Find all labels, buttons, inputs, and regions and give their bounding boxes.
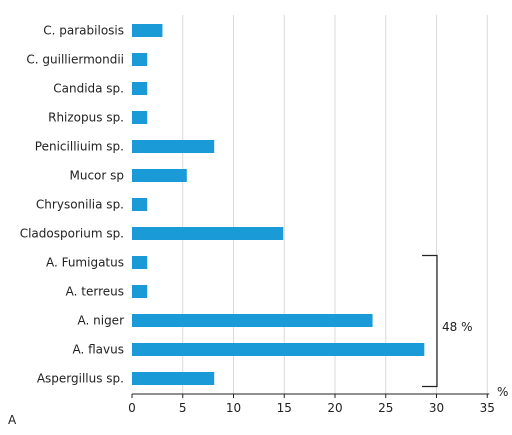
bar-penicilliuim-sp — [132, 140, 215, 153]
category-label-a-terreus: A. terreus — [66, 285, 124, 299]
bar-a-flavus — [132, 343, 425, 356]
x-tick-label-20: 20 — [327, 401, 342, 415]
bar-a-fumigatus — [132, 256, 148, 269]
annotation-bracket: 48 % — [422, 254, 473, 388]
category-label-rhizopus-sp: Rhizopus sp. — [48, 111, 124, 125]
x-tick-label-15: 15 — [277, 401, 292, 415]
x-tick-label-30: 30 — [429, 401, 444, 415]
x-axis-label: % — [497, 385, 508, 399]
bar-cladosporium-sp — [132, 227, 284, 240]
bars — [132, 24, 425, 385]
category-label-cladosporium-sp: Cladosporium sp. — [20, 227, 124, 241]
bar-candida-sp — [132, 82, 148, 95]
category-label-aspergillus-sp: Aspergillus sp. — [37, 372, 124, 386]
category-label-c-parabilosis: C. parabilosis — [43, 24, 124, 38]
x-tick-label-5: 5 — [179, 401, 187, 415]
category-label-mucor-sp: Mucor sp — [69, 169, 124, 183]
x-tick-label-25: 25 — [378, 401, 393, 415]
grid-lines — [182, 15, 488, 394]
bar-c-guilliermondii — [132, 53, 148, 66]
panel-label: A — [8, 413, 17, 427]
x-tick-labels: 0 5 10 15 20 25 30 35 — [128, 394, 495, 415]
category-label-a-flavus: A. flavus — [73, 343, 125, 357]
x-tick-label-0: 0 — [128, 401, 136, 415]
bar-a-niger — [132, 314, 373, 327]
bar-c-parabilosis — [132, 24, 163, 37]
bar-mucor-sp — [132, 169, 187, 182]
category-label-penicilliuim-sp: Penicilliuim sp. — [35, 140, 124, 154]
bracket-line — [422, 254, 438, 388]
x-tick-label-10: 10 — [226, 401, 241, 415]
bracket-annotation-label: 48 % — [442, 320, 473, 334]
category-label-chrysonilia-sp: Chrysonilia sp. — [36, 198, 124, 212]
category-label-a-niger: A. niger — [78, 314, 125, 328]
category-labels: C. parabilosis C. guilliermondii Candida s… — [20, 24, 124, 386]
bar-a-terreus — [132, 285, 148, 298]
bar-rhizopus-sp — [132, 111, 148, 124]
bar-aspergillus-sp — [132, 372, 215, 385]
category-label-candida-sp: Candida sp. — [53, 82, 124, 96]
bar-chrysonilia-sp — [132, 198, 148, 211]
category-label-a-fumigatus: A. Fumigatus — [46, 256, 124, 270]
x-tick-label-35: 35 — [480, 401, 495, 415]
category-label-c-guilliermondii: C. guilliermondii — [26, 53, 124, 67]
